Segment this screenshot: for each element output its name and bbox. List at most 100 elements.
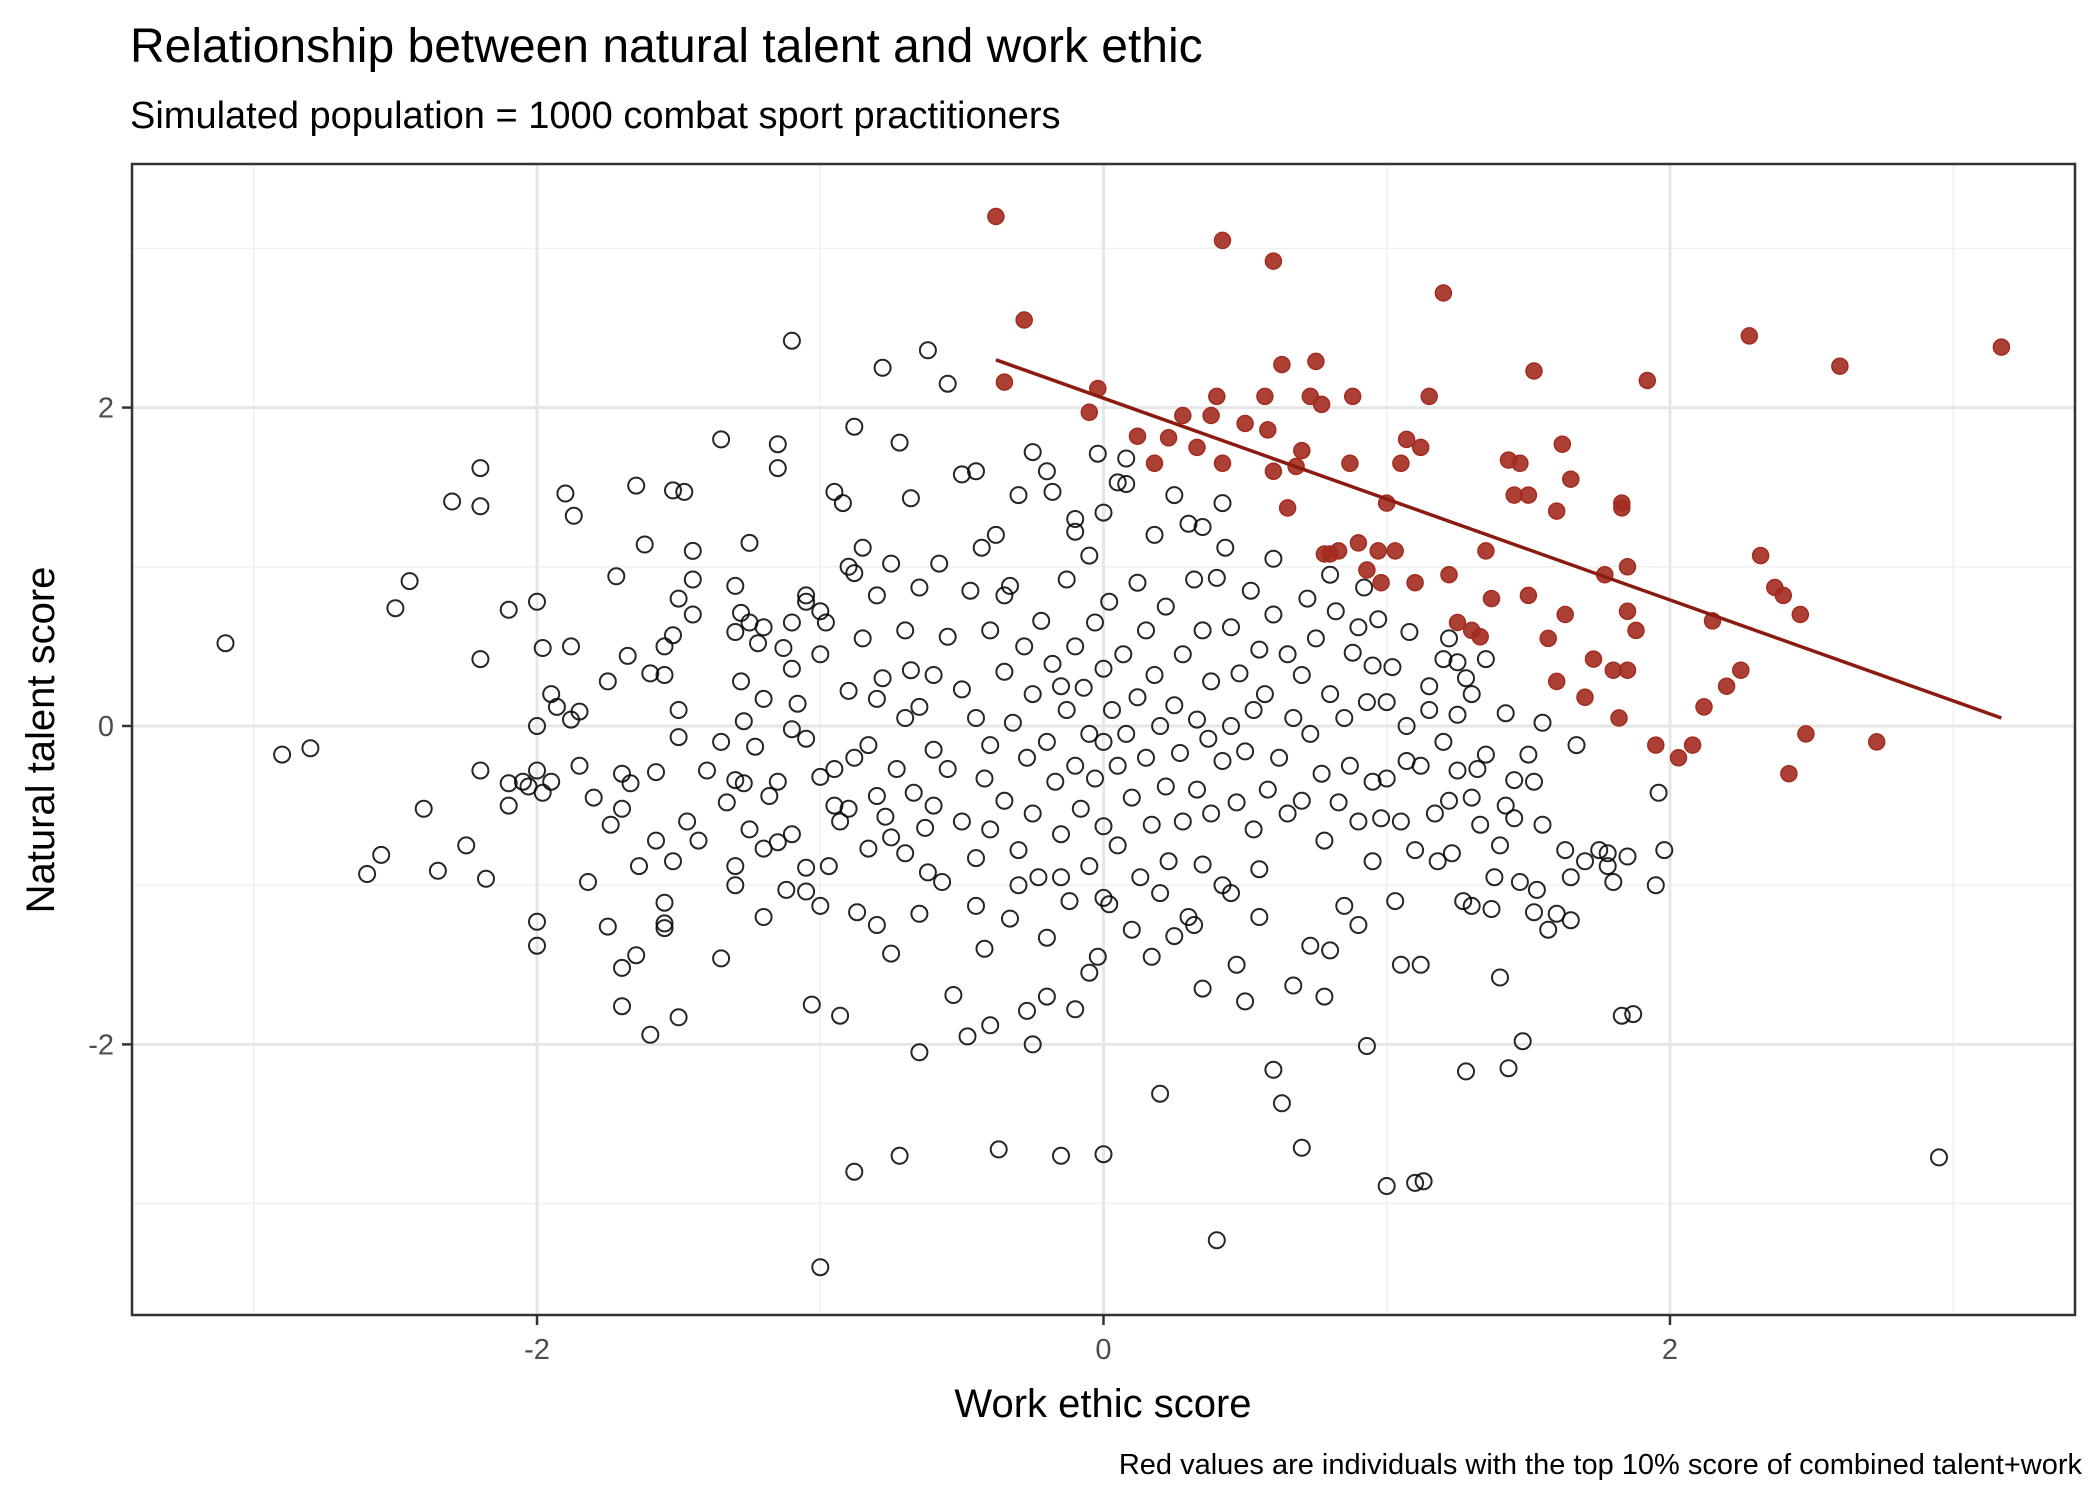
- chart-subtitle: Simulated population = 1000 combat sport…: [130, 95, 1061, 137]
- top-score-point: [1145, 454, 1164, 473]
- data-points: [216, 207, 2011, 1277]
- data-point: [995, 662, 1014, 681]
- data-point: [1142, 815, 1161, 834]
- data-point: [825, 482, 844, 501]
- data-point: [896, 621, 915, 640]
- data-point: [664, 481, 682, 500]
- data-point: [1165, 486, 1184, 505]
- data-point: [1114, 645, 1133, 664]
- data-point: [896, 709, 915, 727]
- data-point: [647, 831, 665, 850]
- data-point: [760, 787, 779, 805]
- data-point: [1173, 645, 1192, 664]
- data-point: [1372, 809, 1391, 828]
- data-point: [916, 818, 935, 837]
- data-point: [1618, 847, 1637, 866]
- data-point: [1088, 444, 1107, 463]
- data-point: [1117, 724, 1136, 743]
- data-point: [1369, 610, 1388, 629]
- data-point: [564, 506, 583, 525]
- data-point: [400, 572, 419, 591]
- data-point: [579, 873, 597, 891]
- top-score-point: [1780, 764, 1798, 783]
- top-score-point: [1751, 546, 1770, 565]
- data-point: [1649, 783, 1668, 802]
- data-point: [598, 917, 617, 936]
- data-point: [1057, 570, 1076, 589]
- y-axis-title: Natural talent score: [19, 567, 63, 914]
- data-point: [1244, 820, 1263, 839]
- top-score-point: [1562, 470, 1580, 488]
- data-point: [1255, 685, 1274, 704]
- top-score-point: [1208, 387, 1226, 406]
- data-point: [1539, 920, 1558, 939]
- data-point: [768, 435, 787, 454]
- data-point: [528, 717, 546, 735]
- data-point: [887, 760, 906, 778]
- data-point: [890, 433, 909, 452]
- chart-title: Relationship between natural talent and …: [130, 20, 1203, 73]
- data-point: [1128, 573, 1147, 592]
- data-point: [1496, 704, 1515, 723]
- data-point: [1462, 788, 1481, 807]
- data-point: [683, 605, 702, 624]
- data-point: [698, 761, 716, 780]
- data-point: [845, 748, 864, 767]
- top-score-point: [1397, 430, 1416, 449]
- data-point: [1624, 1005, 1643, 1024]
- data-point: [613, 958, 631, 977]
- top-score-point: [1482, 589, 1501, 608]
- data-point: [1646, 876, 1665, 895]
- data-point: [1250, 908, 1269, 926]
- data-point: [797, 729, 816, 748]
- data-point: [726, 857, 745, 876]
- data-point: [618, 646, 637, 665]
- data-point: [1080, 724, 1099, 743]
- data-point: [533, 783, 552, 802]
- data-point: [1207, 1231, 1226, 1250]
- data-point: [890, 1146, 909, 1165]
- data-point: [1185, 570, 1204, 589]
- data-point: [1052, 677, 1070, 696]
- data-point: [896, 844, 915, 863]
- data-point: [1151, 717, 1170, 735]
- top-score-point: [1256, 387, 1274, 406]
- data-point: [1326, 602, 1345, 621]
- data-point: [1029, 868, 1048, 887]
- data-point: [1142, 947, 1161, 966]
- data-point: [635, 535, 654, 554]
- data-point: [1406, 1173, 1425, 1192]
- top-score-point: [1797, 725, 1815, 743]
- data-point: [477, 869, 495, 888]
- data-point: [867, 916, 886, 934]
- data-point: [1258, 780, 1277, 799]
- data-point: [471, 650, 490, 669]
- data-point: [1513, 1032, 1532, 1051]
- data-point: [981, 820, 1000, 839]
- data-point: [867, 689, 886, 708]
- data-point: [910, 697, 929, 716]
- data-point: [627, 476, 646, 495]
- data-point: [1032, 611, 1051, 630]
- data-point: [924, 740, 943, 759]
- data-point: [1420, 677, 1439, 696]
- data-point: [1216, 538, 1235, 557]
- data-point: [428, 861, 447, 880]
- data-point: [1363, 852, 1382, 871]
- data-point: [901, 661, 920, 680]
- data-point: [1411, 756, 1430, 775]
- top-score-point: [1669, 749, 1688, 767]
- data-point: [528, 761, 546, 780]
- data-point: [647, 763, 665, 782]
- data-point: [986, 525, 1005, 544]
- data-point: [1222, 717, 1240, 735]
- data-point: [876, 807, 895, 826]
- data-point: [1043, 654, 1062, 673]
- top-score-point: [1717, 677, 1736, 695]
- data-point: [1023, 443, 1042, 462]
- data-point: [1185, 916, 1204, 934]
- data-point: [1476, 650, 1495, 669]
- top-score-point: [1372, 573, 1390, 592]
- data-point: [655, 893, 674, 912]
- data-point: [1236, 742, 1255, 761]
